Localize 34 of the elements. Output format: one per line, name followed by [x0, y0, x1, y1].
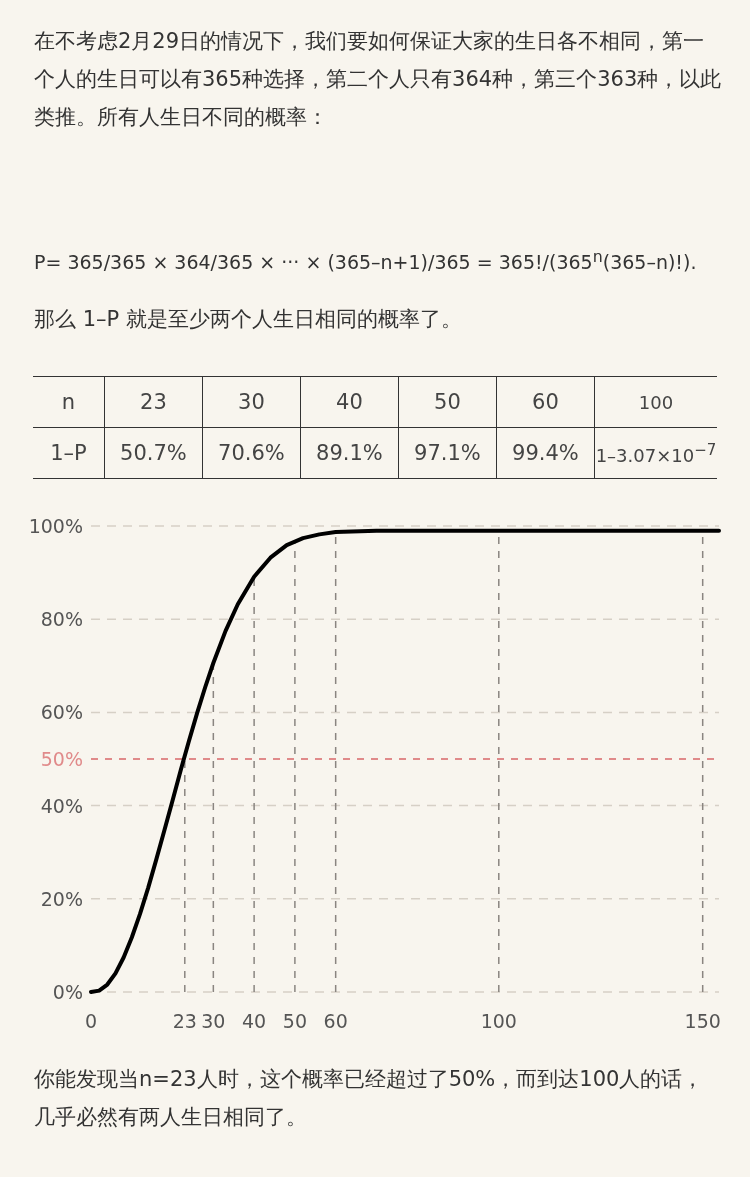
y-tick-label: 40% — [40, 794, 83, 817]
x-tick-label: 30 — [201, 1010, 226, 1032]
x-tick-label: 100 — [480, 1010, 517, 1032]
x-tick-label: 60 — [323, 1010, 348, 1032]
text: 89.1% — [300, 427, 399, 479]
text: 97.1% — [398, 427, 497, 479]
chart-subtitle: P= 365/365 × 364/365 × ··· × (365–n+1)/365 = 365!/(365$^{n}$(365–n)!). — [34, 246, 698, 276]
text: 60 — [496, 376, 595, 428]
y-tick-label: 80% — [40, 608, 83, 631]
text: 1–3.07×10$^{−7}$ — [594, 427, 717, 479]
line-series — [89, 528, 721, 994]
x-tick-label: 0 — [84, 1010, 98, 1032]
text: 40 — [300, 376, 399, 428]
text: 23 — [104, 376, 203, 428]
text: 30 — [202, 376, 301, 428]
text: 50 — [398, 376, 497, 428]
text: 1–P — [33, 427, 105, 479]
text: n — [33, 376, 105, 428]
chart-title: 在不考虑2月29日的情况下，我们要如何保证大家的生日各不相同，第一个人的生日可以有365种选择，第二个人只有364种，第三个363种，以此类推。所有人生日不同的概率： — [34, 28, 723, 131]
text: 70.6% — [202, 427, 301, 479]
ref-line-label: 50% — [40, 748, 83, 770]
x-tick-label: 23 — [172, 1010, 197, 1032]
x-tick-label: 40 — [242, 1010, 267, 1032]
y-tick-label: 20% — [40, 887, 83, 910]
text: 你能发现当n=23人时，这个概率已经超过了50%，而到达100人的话，几乎必然有两人生日相同了。 — [34, 1066, 705, 1131]
x-tick-label: 50 — [282, 1010, 307, 1032]
x-tick-label: 150 — [684, 1010, 721, 1032]
y-tick-label: 0% — [52, 981, 83, 1003]
text: 那么 1–P 就是至少两个人生日相同的概率了。 — [34, 306, 463, 333]
y-tick-label: 60% — [40, 701, 83, 724]
text: 99.4% — [496, 427, 595, 479]
y-tick-label: 100% — [28, 515, 83, 537]
text: 100 — [594, 376, 717, 428]
text: 50.7% — [104, 427, 203, 479]
